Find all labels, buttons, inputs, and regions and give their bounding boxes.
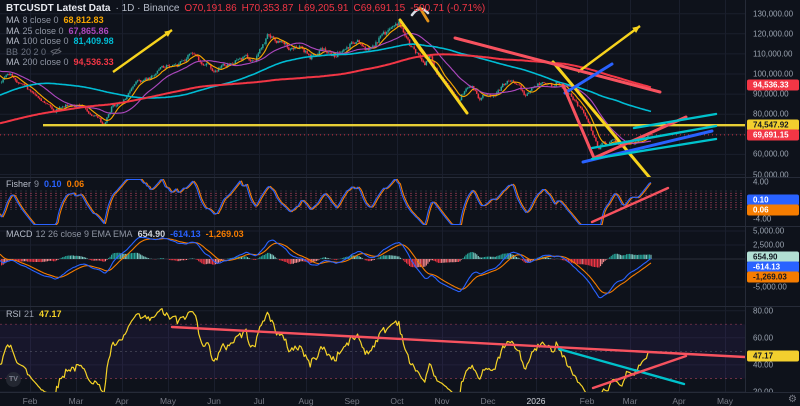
time-axis-label: Jun: [207, 396, 221, 406]
tradingview-logo[interactable]: TV: [6, 372, 21, 387]
pane-separator[interactable]: [0, 226, 800, 227]
symbol-title: BTCUSDT Latest Data: [6, 2, 111, 14]
price-badge: -1,269.03: [747, 271, 799, 283]
indicator-params: 100 close 0: [22, 36, 69, 47]
price-badge: -614.13: [747, 261, 799, 273]
indicator-value: 0.10: [44, 179, 62, 190]
time-axis-label: 2026: [526, 396, 546, 406]
indicator-name: MA: [6, 25, 20, 36]
main-legend: BTCUSDT Latest Data · 1D · Binance O70,1…: [6, 1, 485, 68]
macd-legend[interactable]: MACD 12 26 close 9 EMA EMA 654.90 -614.1…: [6, 229, 244, 240]
settings-gear-icon[interactable]: ⚙: [788, 394, 797, 405]
indicator-value: 67,865.86: [68, 25, 109, 36]
axis-tick: 2,500.00: [753, 240, 785, 250]
price-badge: 47.17: [747, 350, 799, 362]
indicator-value: 654.90: [137, 229, 166, 240]
time-axis-label: Mar: [68, 396, 84, 406]
time-axis-label: Feb: [579, 396, 595, 406]
indicator-name: MACD: [6, 229, 33, 240]
time-axis-label: May: [159, 396, 177, 406]
price-badge: 74,547.92: [747, 119, 799, 131]
legend-row-bb[interactable]: BB 20 2 0: [6, 47, 485, 58]
ohlc-high: H70,353.87: [241, 2, 294, 14]
axis-tick: 110,000.00: [753, 49, 793, 59]
ohlc-low: L69,205.91: [298, 2, 349, 14]
time-axis-label: Oct: [390, 396, 404, 406]
pane-separator[interactable]: [0, 177, 800, 178]
axis-tick: 100,000.00: [753, 69, 794, 79]
chart-canvas[interactable]: [0, 0, 745, 392]
axis-tick: 80,000.00: [753, 109, 789, 119]
legend-row-ma100[interactable]: MA 100 close 0 81,409.98: [6, 36, 485, 47]
indicator-params: 12 26 close 9 EMA EMA: [35, 229, 133, 240]
time-axis-label: Dec: [480, 396, 496, 406]
axis-tick: 5,000.00: [753, 226, 785, 236]
time-axis-label: Sep: [344, 396, 360, 406]
axis-tick: 4.00: [753, 177, 769, 187]
axis-tick: -5,000.00: [753, 282, 787, 292]
change-value: -500.71 (-0.71%): [410, 2, 486, 14]
axis-tick: 90,000.00: [753, 89, 789, 99]
axis-tick: 50,000.00: [753, 170, 789, 179]
time-axis-label: Jul: [253, 396, 265, 406]
time-axis-label: Apr: [672, 396, 686, 406]
pickaxe-icon: [410, 6, 430, 23]
ohlc-close: C69,691.15: [353, 2, 406, 14]
pane-separator[interactable]: [0, 306, 800, 307]
axis-tick: 130,000.00: [753, 9, 794, 19]
legend-row-ma200[interactable]: MA 200 close 0 94,536.33: [6, 57, 485, 68]
indicator-params: 21: [24, 309, 35, 320]
indicator-value: -1,269.03: [205, 229, 244, 240]
indicator-value: 47.17: [39, 309, 62, 320]
price-badge: 69,691.15: [747, 129, 799, 141]
ohlc-open: O70,191.86: [184, 2, 237, 14]
indicator-name: BB: [6, 46, 19, 57]
axis-tick: 60.00: [753, 333, 774, 343]
indicator-params: 200 close 0: [22, 57, 69, 68]
indicator-params: 20 2 0: [21, 46, 47, 57]
time-axis-label: Aug: [298, 396, 314, 406]
price-badge: 0.06: [747, 204, 799, 216]
time-axis[interactable]: ⚙ Feb Mar Apr May Jun Jul Aug Sep Oct Nov Dec 2026 F…: [0, 392, 800, 406]
axis-tick: -4.00: [753, 214, 772, 224]
legend-row-ma8[interactable]: MA 8 close 0 68,812.83: [6, 15, 485, 26]
fisher-legend[interactable]: Fisher 9 0.10 0.06: [6, 179, 84, 190]
axis-tick: 120,000.00: [753, 29, 794, 39]
price-axis[interactable]: 130,000.00 120,000.00 110,000.00 100,000.00…: [745, 0, 800, 397]
time-axis-label: Mar: [622, 396, 638, 406]
indicator-name: MA: [6, 36, 20, 47]
time-axis-label: May: [716, 396, 734, 406]
indicator-value: 0.06: [66, 179, 85, 190]
axis-tick: 40.00: [753, 360, 774, 370]
indicator-value: 81,409.98: [73, 36, 114, 47]
time-axis-label: Apr: [115, 396, 129, 406]
price-badge: 654.90: [747, 251, 799, 263]
indicator-value: 94,536.33: [73, 57, 114, 68]
legend-row-ma25[interactable]: MA 25 close 0 67,865.86: [6, 26, 485, 37]
indicator-value: -614.13: [170, 229, 201, 240]
indicator-name: MA: [6, 57, 20, 68]
indicator-params: 25 close 0: [22, 25, 64, 36]
indicator-name: Fisher: [6, 179, 32, 190]
axis-tick: 60,000.00: [753, 149, 789, 159]
price-badge: 94,536.33: [747, 79, 799, 91]
indicator-params: 8 close 0: [22, 15, 59, 26]
time-axis-label: Feb: [22, 396, 38, 406]
eye-off-icon[interactable]: [50, 47, 62, 56]
time-axis-label: Nov: [434, 396, 450, 406]
rsi-legend[interactable]: RSI 21 47.17: [6, 309, 62, 320]
axis-tick: 80.00: [753, 306, 774, 316]
indicator-value: 68,812.83: [63, 15, 104, 26]
indicator-params: 9: [34, 179, 40, 190]
indicator-name: MA: [6, 15, 20, 26]
interval-exchange[interactable]: · 1D · Binance: [115, 2, 180, 14]
indicator-name: RSI: [6, 309, 22, 320]
price-badge: 0.10: [747, 194, 799, 206]
symbol-title-row[interactable]: BTCUSDT Latest Data · 1D · Binance O70,1…: [6, 1, 485, 15]
